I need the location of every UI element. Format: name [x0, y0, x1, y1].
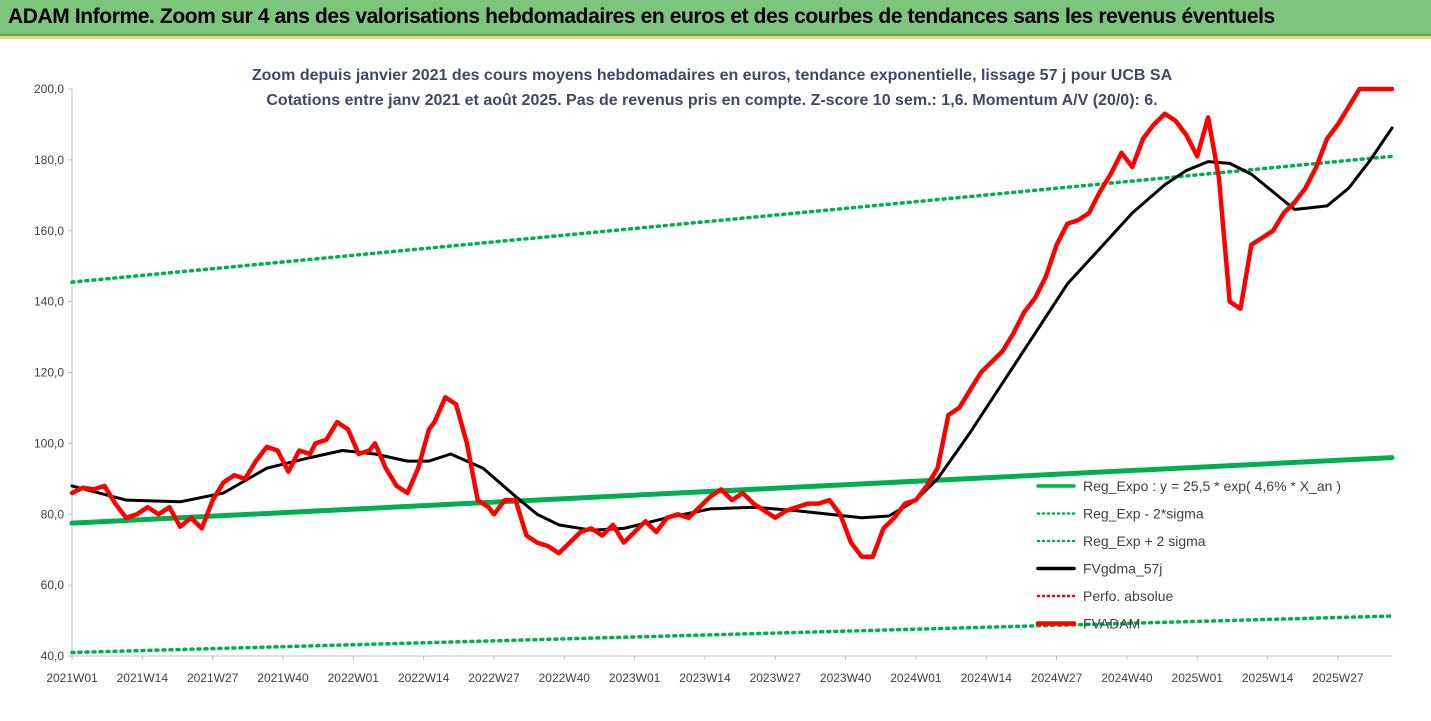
x-tick-label: 2024W01 [890, 671, 942, 685]
chart-subtitle: Cotations entre janv 2021 et août 2025. … [266, 92, 1157, 109]
y-tick-label: 60,0 [41, 578, 65, 592]
legend: Reg_Expo : y = 25,5 * exp( 4,6% * X_an )… [1035, 478, 1341, 632]
legend-label: FVADAM [1083, 616, 1140, 632]
x-tick-label: 2021W14 [117, 671, 169, 685]
header-bar: ADAM Informe. Zoom sur 4 ans des valoris… [0, 0, 1431, 36]
x-tick-label: 2022W27 [468, 671, 520, 685]
legend-label: Reg_Expo : y = 25,5 * exp( 4,6% * X_an ) [1083, 478, 1341, 494]
x-tick-label: 2023W01 [609, 671, 661, 685]
legend-label: Reg_Exp - 2*sigma [1083, 506, 1204, 522]
x-tick-label: 2021W01 [46, 671, 98, 685]
series-line-fvadam [69, 86, 1395, 560]
x-tick-label: 2023W14 [679, 671, 731, 685]
line-chart: Zoom depuis janvier 2021 des cours moyen… [34, 67, 1395, 685]
y-tick-label: 180,0 [34, 153, 64, 167]
legend-label: FVgdma_57j [1083, 561, 1162, 577]
x-tick-label: 2025W14 [1242, 671, 1294, 685]
series-line-reg_lower [70, 614, 1394, 655]
x-tick-label: 2022W40 [539, 671, 591, 685]
series-line-reg_expo [69, 455, 1395, 526]
x-tick-label: 2024W40 [1101, 671, 1153, 685]
y-tick-label: 100,0 [34, 436, 64, 450]
x-tick-label: 2021W40 [257, 671, 309, 685]
x-tick-label: 2022W14 [398, 671, 450, 685]
legend-label: Reg_Exp + 2 sigma [1083, 533, 1206, 549]
x-tick-label: 2022W01 [328, 671, 380, 685]
x-tick-label: 2021W27 [187, 671, 239, 685]
y-tick-label: 120,0 [34, 366, 64, 380]
x-tick-label: 2024W27 [1031, 671, 1083, 685]
x-tick-label: 2023W27 [750, 671, 802, 685]
y-tick-label: 40,0 [41, 649, 65, 663]
page-title: ADAM Informe. Zoom sur 4 ans des valoris… [8, 5, 1275, 28]
chart-title: Zoom depuis janvier 2021 des cours moyen… [252, 67, 1173, 84]
x-tick-label: 2024W14 [961, 671, 1013, 685]
y-tick-label: 160,0 [34, 224, 64, 238]
x-tick-label: 2025W01 [1172, 671, 1224, 685]
x-tick-label: 2025W27 [1312, 671, 1364, 685]
chart-frame: Zoom depuis janvier 2021 des cours moyen… [0, 36, 1431, 721]
y-tick-label: 200,0 [34, 82, 64, 96]
legend-label: Perfo. absolue [1083, 588, 1173, 604]
axes: 40,0 60,0 80,0 100,0 120,0 140,0 160,0 180,0 200… [34, 82, 1392, 685]
y-tick-label: 80,0 [41, 507, 65, 521]
y-tick-label: 140,0 [34, 295, 64, 309]
series-line-reg_upper [70, 154, 1394, 284]
series-line-fvgdma [70, 126, 1394, 532]
x-tick-label: 2023W40 [820, 671, 872, 685]
series-group [69, 86, 1395, 655]
